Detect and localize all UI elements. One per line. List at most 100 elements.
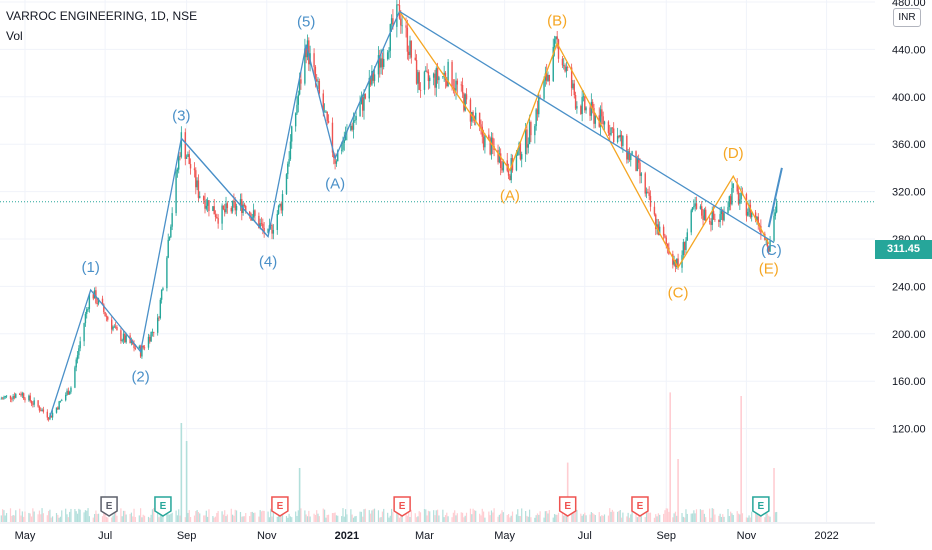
volume-bar bbox=[306, 516, 309, 522]
volume-bar bbox=[644, 517, 646, 522]
candle-body bbox=[673, 259, 675, 265]
volume-bar bbox=[768, 515, 770, 522]
volume-bar bbox=[622, 512, 624, 522]
candle-body bbox=[747, 211, 749, 216]
earnings-marker[interactable]: E bbox=[271, 496, 289, 517]
candle-body bbox=[543, 80, 545, 99]
volume-spike bbox=[180, 423, 183, 522]
candle-body bbox=[618, 135, 620, 138]
candle-body bbox=[527, 144, 529, 148]
volume-bar bbox=[469, 508, 472, 522]
candle-body bbox=[400, 18, 402, 26]
earnings-marker-label: E bbox=[277, 501, 284, 512]
earnings-marker[interactable]: E bbox=[393, 496, 411, 517]
volume-bar bbox=[272, 509, 274, 522]
candle-body bbox=[377, 55, 380, 75]
candle-body bbox=[708, 221, 711, 223]
candle-body bbox=[285, 174, 288, 195]
volume-bar bbox=[241, 516, 243, 522]
volume-bar bbox=[674, 511, 677, 522]
candle-body bbox=[149, 336, 151, 342]
volume-bar bbox=[153, 508, 155, 522]
volume-bar bbox=[392, 511, 394, 522]
volume-bar bbox=[334, 512, 336, 522]
volume-bar bbox=[199, 513, 201, 522]
candle-body bbox=[331, 122, 334, 153]
currency-badge[interactable]: INR bbox=[893, 8, 921, 27]
volume-bar bbox=[574, 511, 577, 522]
volume-bar bbox=[709, 508, 711, 522]
volume-bar bbox=[159, 508, 161, 522]
volume-bar bbox=[270, 508, 272, 522]
volume-bar bbox=[511, 511, 514, 522]
volume-bar bbox=[465, 512, 468, 522]
volume-bar bbox=[626, 516, 628, 522]
volume-bar bbox=[193, 515, 196, 522]
candle-body bbox=[206, 200, 209, 206]
volume-bar bbox=[70, 508, 72, 522]
volume-bar bbox=[571, 508, 573, 522]
volume-bar bbox=[19, 508, 21, 522]
volume-bar bbox=[171, 512, 173, 522]
candle-body bbox=[354, 120, 356, 121]
candle-body bbox=[612, 128, 615, 143]
candle-body bbox=[47, 417, 50, 420]
candle-body bbox=[396, 4, 398, 27]
earnings-marker[interactable]: E bbox=[631, 496, 649, 517]
candle-body bbox=[33, 400, 35, 405]
volume-bar bbox=[314, 514, 316, 522]
volume-bar bbox=[15, 510, 17, 522]
volume-bar bbox=[76, 513, 79, 522]
orange-wave-label: (A) bbox=[500, 187, 520, 204]
candle-body bbox=[390, 18, 393, 25]
candle-body bbox=[528, 122, 531, 145]
volume-bar bbox=[350, 509, 352, 522]
candle-body bbox=[401, 25, 403, 27]
candle-body bbox=[630, 155, 632, 161]
volume-bar bbox=[141, 517, 143, 522]
earnings-marker[interactable]: E bbox=[154, 496, 172, 517]
candle-body bbox=[581, 97, 583, 114]
candle-body bbox=[197, 180, 200, 198]
volume-bar bbox=[263, 510, 265, 522]
earnings-marker[interactable]: E bbox=[558, 496, 577, 517]
candle-body bbox=[631, 151, 633, 156]
volume-bar bbox=[737, 513, 740, 522]
volume-bar bbox=[188, 510, 190, 522]
earnings-marker-label: E bbox=[758, 501, 765, 512]
volume-spike bbox=[566, 462, 569, 522]
volume-bar bbox=[397, 508, 399, 522]
candle-body bbox=[20, 394, 22, 396]
volume-bar bbox=[599, 516, 602, 522]
y-axis[interactable]: 520.00480.00440.00400.00360.00320.00280.… bbox=[892, 0, 926, 436]
volume-bar bbox=[230, 508, 232, 522]
volume-bar bbox=[38, 510, 41, 522]
last-price-tag: 311.45 bbox=[875, 240, 932, 259]
volume-bar bbox=[9, 508, 12, 522]
candle-body bbox=[757, 216, 759, 225]
volume-bar bbox=[665, 508, 667, 522]
volume-bar bbox=[553, 514, 556, 522]
candle-body bbox=[389, 24, 391, 51]
candle-body bbox=[649, 195, 652, 207]
volume-bar bbox=[620, 517, 623, 522]
volume-bar bbox=[498, 514, 500, 522]
candle-body bbox=[288, 158, 290, 164]
earnings-marker[interactable]: E bbox=[100, 496, 118, 517]
volume-bar bbox=[168, 514, 171, 522]
volume-bar bbox=[195, 511, 197, 522]
volume-bar bbox=[585, 515, 587, 522]
volume-bar bbox=[12, 515, 14, 522]
candle-body bbox=[147, 336, 150, 348]
candle-body bbox=[620, 134, 623, 146]
earnings-marker[interactable]: E bbox=[752, 496, 770, 517]
x-axis[interactable]: May Jul Sep Nov 2021 Mar May Jul Sep Nov 2022 bbox=[0, 522, 875, 542]
volume-bar bbox=[101, 516, 104, 522]
candle-body bbox=[590, 101, 593, 116]
candle-body bbox=[552, 46, 554, 82]
volume-bar bbox=[460, 512, 462, 522]
volume-bar bbox=[325, 517, 327, 522]
blue-wave-label: (3) bbox=[172, 107, 190, 124]
candle-body bbox=[239, 199, 242, 206]
